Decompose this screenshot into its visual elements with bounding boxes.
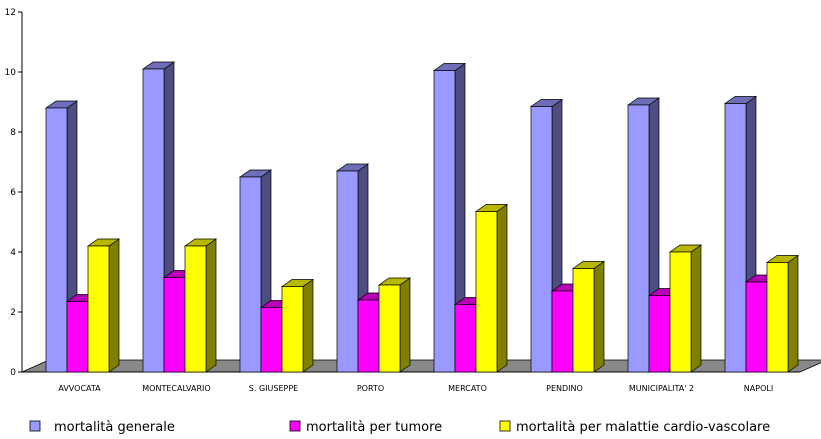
- bar: [335, 163, 370, 373]
- bar-front-face: [627, 104, 650, 373]
- bar-front-face: [745, 281, 768, 373]
- bar-front-face: [669, 251, 692, 373]
- bar: [280, 278, 315, 373]
- y-tick-label: 2: [10, 308, 16, 318]
- legend-item: mortalità per tumore: [289, 420, 442, 435]
- bar-front-face: [142, 68, 165, 373]
- x-tick-label: S. GIUSEPPE: [249, 384, 298, 393]
- legend-item: mortalità generale: [29, 420, 175, 435]
- bar-front-face: [530, 106, 553, 373]
- x-tick-label: PORTO: [357, 384, 384, 393]
- x-tick-label: NAPOLI: [744, 384, 773, 393]
- bar-front-face: [87, 245, 110, 373]
- bar-front-face: [184, 245, 207, 373]
- bar-front-face: [66, 301, 89, 373]
- legend-swatch: [289, 420, 301, 432]
- bar-side-face: [496, 203, 508, 373]
- bar-side-face: [787, 254, 799, 373]
- legend-label: mortalità per tumore: [306, 420, 442, 435]
- bar-front-face: [766, 262, 789, 373]
- bar-front-face: [45, 107, 68, 373]
- bar: [377, 277, 412, 373]
- bar-front-face: [281, 286, 304, 373]
- x-tick-label: AVVOCATA: [58, 384, 101, 393]
- bar-side-face: [399, 277, 411, 373]
- bar: [183, 238, 218, 373]
- legend-item: mortalità per malattie cardio-vascolare: [499, 420, 770, 435]
- y-tick-label: 4: [10, 248, 16, 258]
- y-tick-label: 12: [5, 8, 16, 18]
- legend-label: mortalità generale: [54, 420, 175, 435]
- y-tick-label: 0: [10, 368, 16, 378]
- bar-front-face: [433, 70, 456, 373]
- bar-side-face: [205, 238, 217, 373]
- x-tick-label: PENDINO: [546, 384, 583, 393]
- bar: [765, 254, 800, 373]
- bar-front-face: [572, 268, 595, 373]
- bar: [571, 260, 606, 373]
- bar-front-face: [648, 295, 671, 373]
- legend-swatch: [499, 420, 511, 432]
- bar: [86, 238, 121, 373]
- x-tick-label: MONTECALVARIO: [142, 384, 210, 393]
- bar: [432, 62, 467, 373]
- bar-front-face: [378, 284, 401, 373]
- bar-front-face: [163, 277, 186, 373]
- legend-swatch: [29, 420, 41, 432]
- bar-front-face: [724, 103, 747, 373]
- bar: [668, 244, 703, 373]
- bar: [474, 203, 509, 373]
- bar-side-face: [593, 260, 605, 373]
- bar-front-face: [454, 304, 477, 373]
- bar-front-face: [551, 290, 574, 373]
- bar-side-face: [302, 278, 314, 373]
- legend-label: mortalità per malattie cardio-vascolare: [516, 420, 770, 435]
- x-tick-label: MUNICIPALITA' 2: [629, 384, 694, 393]
- bar-front-face: [475, 211, 498, 373]
- bar-front-face: [336, 170, 359, 373]
- bar-front-face: [239, 176, 262, 373]
- x-tick-label: MERCATO: [448, 384, 487, 393]
- y-tick-label: 6: [10, 188, 16, 198]
- bar-front-face: [357, 299, 380, 373]
- y-tick-label: 8: [10, 128, 16, 138]
- bar-side-face: [108, 238, 120, 373]
- bar-front-face: [260, 307, 283, 373]
- bar-side-face: [690, 244, 702, 373]
- y-tick-label: 10: [5, 68, 17, 78]
